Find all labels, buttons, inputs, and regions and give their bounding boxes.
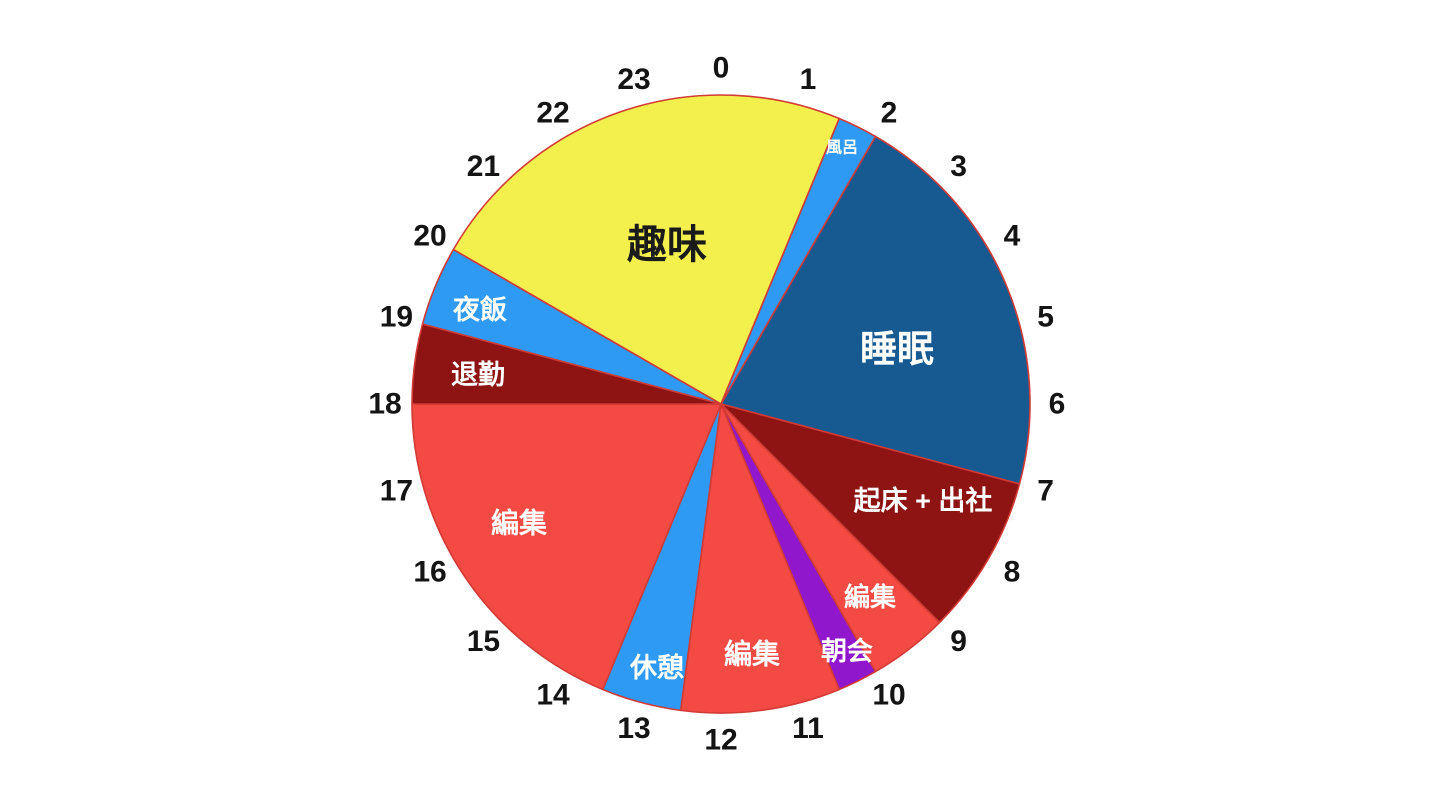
hour-label-22: 22 (536, 97, 569, 130)
hour-label-23: 23 (617, 63, 650, 96)
segment-label-sleep: 睡眠 (860, 329, 934, 370)
hour-label-7: 7 (1037, 475, 1054, 508)
segment-label-bath: 風呂 (826, 139, 858, 157)
segment-label-edit-afternoon: 編集 (491, 508, 547, 539)
pie-segment-bath (720, 117, 877, 405)
hour-label-8: 8 (1004, 556, 1021, 589)
hour-label-15: 15 (467, 625, 500, 658)
pie-segment-wake-commute (720, 403, 1021, 624)
hour-label-9: 9 (950, 625, 967, 658)
hour-label-16: 16 (413, 556, 446, 589)
hour-label-13: 13 (617, 712, 650, 745)
hour-label-14: 14 (536, 679, 570, 712)
hour-label-20: 20 (413, 220, 446, 253)
hour-label-1: 1 (800, 63, 817, 96)
segment-label-edit-morning: 編集 (844, 582, 897, 612)
hour-label-10: 10 (872, 679, 905, 712)
pie-segment-edit-afternoon (411, 403, 722, 691)
pie-wedges-layer (411, 94, 1031, 714)
pie-segment-hobby (452, 94, 841, 405)
hour-label-2: 2 (881, 97, 898, 130)
hour-label-4: 4 (1004, 220, 1021, 253)
hour-label-21: 21 (467, 150, 500, 183)
hour-label-3: 3 (950, 150, 967, 183)
segment-label-break: 休憩 (629, 652, 684, 683)
segment-label-morning-meeting: 朝会 (821, 636, 873, 666)
segment-label-edit-midday: 編集 (724, 639, 780, 670)
hour-label-11: 11 (792, 712, 824, 745)
pie-segment-edit-midday (679, 403, 841, 714)
hour-label-5: 5 (1037, 301, 1054, 334)
hour-label-0: 0 (713, 52, 730, 85)
segment-label-hobby: 趣味 (627, 223, 707, 267)
segment-label-wake-commute: 起床 + 出社 (854, 485, 993, 516)
hour-label-19: 19 (380, 301, 413, 334)
segment-label-dinner: 夜飯 (452, 294, 507, 325)
hour-label-17: 17 (380, 475, 413, 508)
hour-label-12: 12 (704, 724, 737, 757)
segment-label-leave-work: 退勤 (451, 360, 505, 390)
hour-label-6: 6 (1049, 388, 1066, 421)
pie-segment-sleep (720, 135, 1031, 485)
hour-label-18: 18 (368, 388, 401, 421)
